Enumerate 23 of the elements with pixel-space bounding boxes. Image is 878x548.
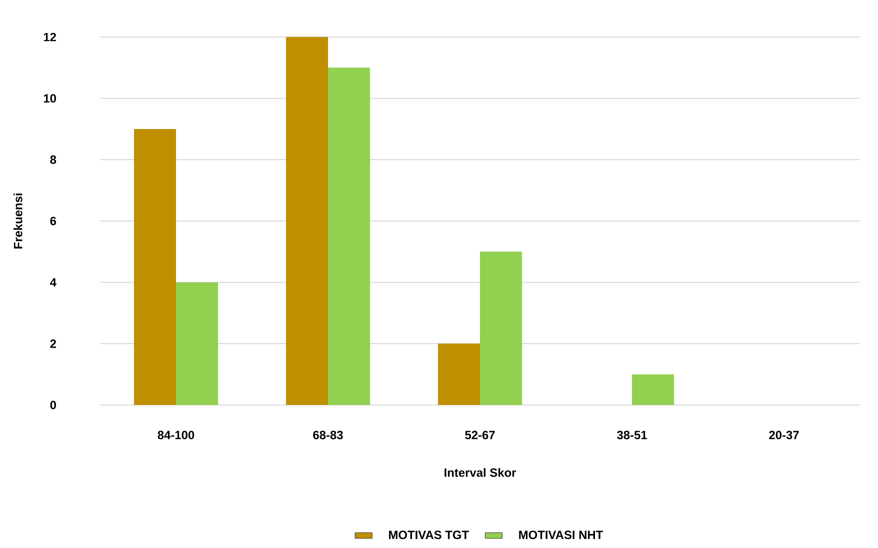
x-tick-label: 68-83 xyxy=(313,430,343,440)
legend-label: MOTIVAS TGT xyxy=(389,530,469,540)
y-axis-title: Frekuensi xyxy=(14,194,22,248)
x-tick-label: 38-51 xyxy=(617,430,647,440)
x-tick-label: 52-67 xyxy=(465,430,495,440)
x-tick-label: 84-100 xyxy=(158,430,194,440)
legend-label: MOTIVASI NHT xyxy=(519,530,603,540)
y-tick-label: 10 xyxy=(44,94,56,103)
y-tick-label: 4 xyxy=(50,278,56,286)
bar xyxy=(134,128,176,405)
y-tick-label: 8 xyxy=(50,155,56,164)
y-tick-label: 12 xyxy=(44,32,56,42)
bar xyxy=(632,374,674,405)
y-tick-label: 0 xyxy=(50,400,56,410)
bar xyxy=(328,68,370,405)
y-tick-label: 6 xyxy=(50,216,56,226)
y-tick-label: 2 xyxy=(50,339,56,348)
bar xyxy=(176,282,218,405)
bar xyxy=(286,36,328,405)
x-tick-label: 20-37 xyxy=(769,430,799,440)
x-axis-title: Interval Skor xyxy=(444,468,516,477)
bar xyxy=(480,252,522,405)
bar xyxy=(438,344,480,405)
